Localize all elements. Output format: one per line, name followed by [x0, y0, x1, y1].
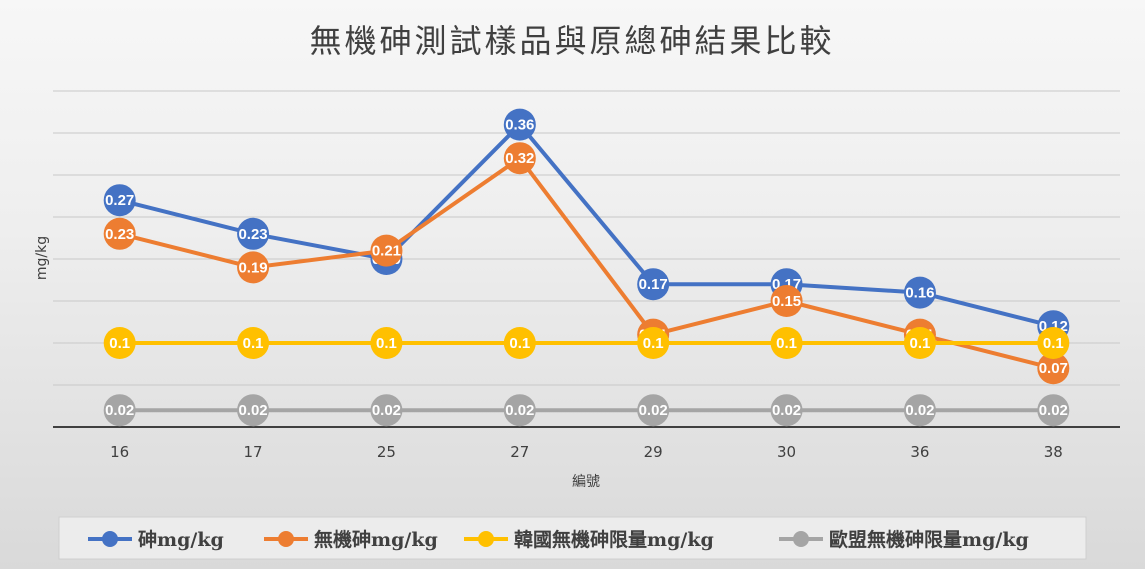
data-point: [370, 234, 403, 267]
x-tick-label: 16: [110, 443, 129, 461]
legend-marker: [278, 531, 294, 547]
data-point: [237, 251, 270, 284]
data-point: [1037, 327, 1070, 359]
x-axis: 16 17 25 27 29 30 36 38: [53, 426, 1120, 461]
legend-label: 韓國無機砷限量mg/kg: [514, 528, 714, 551]
legend-marker: [793, 531, 809, 547]
data-label: 0.1: [910, 335, 931, 352]
data-point: [103, 394, 136, 427]
series-group: 0.270.230.200.360.170.170.160.120.230.19…: [103, 108, 1070, 427]
x-tick-label: 30: [777, 443, 796, 461]
data-label: 0.02: [372, 402, 401, 419]
data-point: [770, 394, 803, 427]
data-point: [1037, 394, 1070, 427]
legend: 砷mg/kg 無機砷mg/kg 韓國無機砷限量mg/kg 歐盟無機砷限量mg/kg: [58, 516, 1087, 560]
data-label: 0.02: [238, 402, 267, 419]
data-point: [370, 327, 403, 359]
legend-box: [58, 516, 1087, 560]
data-point: [1037, 352, 1070, 385]
data-point: [103, 184, 136, 217]
data-point: [903, 394, 936, 427]
data-label: 0.02: [639, 402, 668, 419]
series-line: [119, 156, 1054, 371]
data-label: 0.1: [376, 335, 397, 352]
y-axis-title: mg/kg: [34, 236, 50, 280]
data-point: [237, 327, 270, 359]
data-label: 0.32: [505, 150, 534, 167]
data-point: [503, 108, 536, 141]
data-label: 0.19: [238, 259, 267, 276]
data-point: [637, 394, 670, 427]
data-label: 0.36: [505, 117, 534, 134]
x-tick-label: 29: [644, 443, 663, 461]
data-label: 0.02: [1039, 402, 1068, 419]
data-point: [237, 217, 270, 250]
data-point: [903, 276, 936, 309]
data-point: [503, 327, 536, 359]
chart-title: 無機砷測試樣品與原總砷結果比較: [309, 22, 834, 60]
legend-item: 無機砷mg/kg: [264, 528, 438, 551]
data-label: 0.1: [776, 335, 797, 352]
data-label: 0.1: [109, 335, 130, 352]
x-tick-label: 36: [910, 443, 929, 461]
legend-label: 無機砷mg/kg: [314, 528, 438, 551]
data-point: [770, 285, 803, 317]
series-line: [119, 122, 1054, 329]
legend-item: 歐盟無機砷限量mg/kg: [779, 528, 1029, 551]
data-label: 0.02: [105, 402, 134, 419]
data-label: 0.1: [243, 335, 264, 352]
legend-label: 砷mg/kg: [138, 529, 224, 551]
legend-marker: [478, 531, 494, 547]
data-label: 0.02: [905, 402, 934, 419]
data-label: 0.02: [505, 402, 534, 419]
data-label: 0.1: [643, 335, 664, 352]
series-1: 0.270.230.200.360.170.170.160.12: [103, 108, 1070, 343]
x-tick-label: 27: [510, 443, 529, 461]
data-label: 0.21: [372, 243, 401, 260]
legend-item: 砷mg/kg: [88, 529, 224, 551]
data-label: 0.1: [1043, 335, 1064, 352]
x-axis-title: 編號: [572, 474, 600, 490]
x-tick-label: 38: [1044, 443, 1063, 461]
data-point: [103, 217, 136, 250]
data-label: 0.27: [105, 192, 134, 209]
legend-item: 韓國無機砷限量mg/kg: [464, 528, 714, 551]
data-label: 0.02: [772, 402, 801, 419]
data-label: 0.07: [1039, 360, 1068, 377]
data-point: [637, 327, 670, 359]
data-point: [237, 394, 270, 427]
legend-marker: [102, 531, 118, 547]
legend-label: 歐盟無機砷限量mg/kg: [829, 528, 1029, 551]
data-label: 0.16: [905, 285, 934, 302]
data-label: 0.23: [105, 226, 134, 243]
data-point: [770, 327, 803, 359]
data-label: 0.17: [639, 276, 668, 293]
x-tick-label: 25: [377, 443, 396, 461]
data-point: [503, 142, 536, 175]
gridlines: [53, 90, 1120, 386]
data-point: [503, 394, 536, 427]
data-label: 0.15: [772, 293, 801, 310]
x-tick-label: 17: [244, 443, 263, 461]
data-point: [903, 327, 936, 359]
data-point: [370, 394, 403, 427]
series-4: 0.02 0.02 0.02 0.02 0.02 0.02 0.02 0.02: [103, 394, 1070, 427]
data-label: 0.1: [509, 335, 530, 352]
data-label: 0.23: [238, 226, 267, 243]
data-point: [637, 268, 670, 301]
series-3: 0.1 0.1 0.1 0.1 0.1 0.1 0.1 0.1: [103, 327, 1070, 359]
data-point: [103, 327, 136, 359]
